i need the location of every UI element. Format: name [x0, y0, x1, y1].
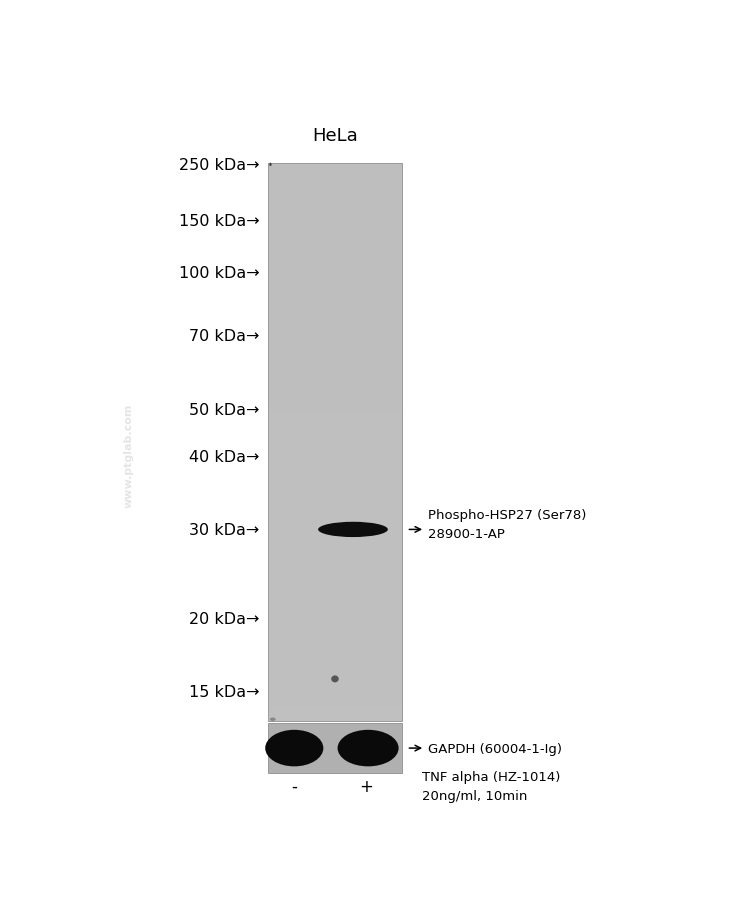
Bar — [268, 603, 402, 610]
Text: 250 kDa→: 250 kDa→ — [179, 158, 260, 172]
Bar — [268, 352, 402, 359]
Text: -: - — [291, 778, 297, 795]
Bar — [268, 610, 402, 616]
Bar — [268, 206, 402, 213]
Ellipse shape — [270, 718, 276, 722]
Text: 40 kDa→: 40 kDa→ — [189, 449, 260, 465]
Bar — [268, 442, 402, 449]
Bar — [268, 296, 402, 303]
Bar — [268, 561, 402, 567]
Bar — [268, 178, 402, 185]
Bar — [268, 331, 402, 338]
Ellipse shape — [266, 730, 323, 767]
Bar — [268, 713, 402, 721]
Bar — [268, 421, 402, 428]
Bar — [268, 519, 402, 526]
Bar — [268, 638, 402, 644]
Text: 70 kDa→: 70 kDa→ — [189, 328, 260, 344]
Bar — [268, 324, 402, 331]
Bar — [268, 498, 402, 505]
Bar — [268, 588, 402, 595]
Bar — [268, 630, 402, 638]
Bar — [268, 387, 402, 393]
Bar — [268, 303, 402, 310]
Text: TNF alpha (HZ-1014)
20ng/ml, 10min: TNF alpha (HZ-1014) 20ng/ml, 10min — [422, 770, 560, 802]
Bar — [268, 170, 402, 178]
Bar — [268, 198, 402, 206]
Bar — [268, 554, 402, 561]
Bar — [268, 262, 402, 268]
Bar — [268, 686, 402, 693]
Bar — [268, 484, 402, 491]
Bar — [268, 226, 402, 234]
Text: 100 kDa→: 100 kDa→ — [178, 266, 260, 281]
Bar — [268, 219, 402, 226]
Text: Phospho-HSP27 (Ser78)
28900-1-AP: Phospho-HSP27 (Ser78) 28900-1-AP — [428, 509, 586, 540]
Text: +: + — [358, 778, 373, 795]
Bar — [268, 526, 402, 533]
Bar — [268, 456, 402, 464]
Bar — [268, 247, 402, 254]
Bar — [268, 723, 402, 774]
Bar — [268, 693, 402, 700]
Bar — [268, 539, 402, 547]
Bar — [268, 707, 402, 713]
Ellipse shape — [338, 730, 398, 767]
Bar — [268, 428, 402, 436]
Bar — [268, 464, 402, 470]
Bar — [268, 400, 402, 408]
Bar — [268, 470, 402, 477]
Bar — [268, 616, 402, 623]
Text: 30 kDa→: 30 kDa→ — [189, 522, 260, 538]
Bar — [268, 436, 402, 442]
Bar — [268, 658, 402, 665]
Bar — [268, 679, 402, 686]
Text: 20 kDa→: 20 kDa→ — [189, 612, 260, 626]
Bar — [268, 282, 402, 290]
Bar — [268, 651, 402, 658]
Bar — [268, 164, 402, 721]
Bar — [268, 164, 402, 170]
Bar — [268, 213, 402, 219]
Bar — [268, 185, 402, 191]
Text: HeLa: HeLa — [312, 127, 358, 145]
Text: www.ptglab.com: www.ptglab.com — [124, 403, 134, 508]
Bar — [268, 338, 402, 345]
Bar — [268, 317, 402, 324]
Bar — [268, 414, 402, 421]
Bar — [268, 477, 402, 484]
Bar — [268, 234, 402, 241]
Bar — [268, 644, 402, 651]
Bar — [268, 408, 402, 414]
Text: 15 kDa→: 15 kDa→ — [189, 684, 260, 699]
Ellipse shape — [269, 163, 272, 167]
Bar — [268, 191, 402, 198]
Bar — [268, 241, 402, 247]
Bar — [268, 365, 402, 373]
Bar — [268, 310, 402, 317]
Bar — [268, 623, 402, 630]
Bar — [268, 268, 402, 275]
Bar — [268, 275, 402, 282]
Ellipse shape — [332, 676, 339, 683]
Bar — [268, 290, 402, 296]
Bar — [268, 547, 402, 554]
Bar — [268, 345, 402, 352]
Bar — [268, 672, 402, 679]
Bar — [268, 359, 402, 365]
Bar — [268, 575, 402, 582]
Bar — [268, 665, 402, 672]
Bar — [268, 700, 402, 707]
Bar — [268, 533, 402, 539]
Ellipse shape — [318, 522, 388, 538]
Text: 150 kDa→: 150 kDa→ — [178, 213, 260, 228]
Bar — [268, 254, 402, 262]
Bar — [268, 505, 402, 512]
Text: 50 kDa→: 50 kDa→ — [189, 402, 260, 417]
Bar — [268, 512, 402, 519]
Bar — [268, 491, 402, 498]
Bar — [268, 567, 402, 575]
Bar — [268, 393, 402, 400]
Bar — [268, 380, 402, 387]
Bar — [268, 582, 402, 588]
